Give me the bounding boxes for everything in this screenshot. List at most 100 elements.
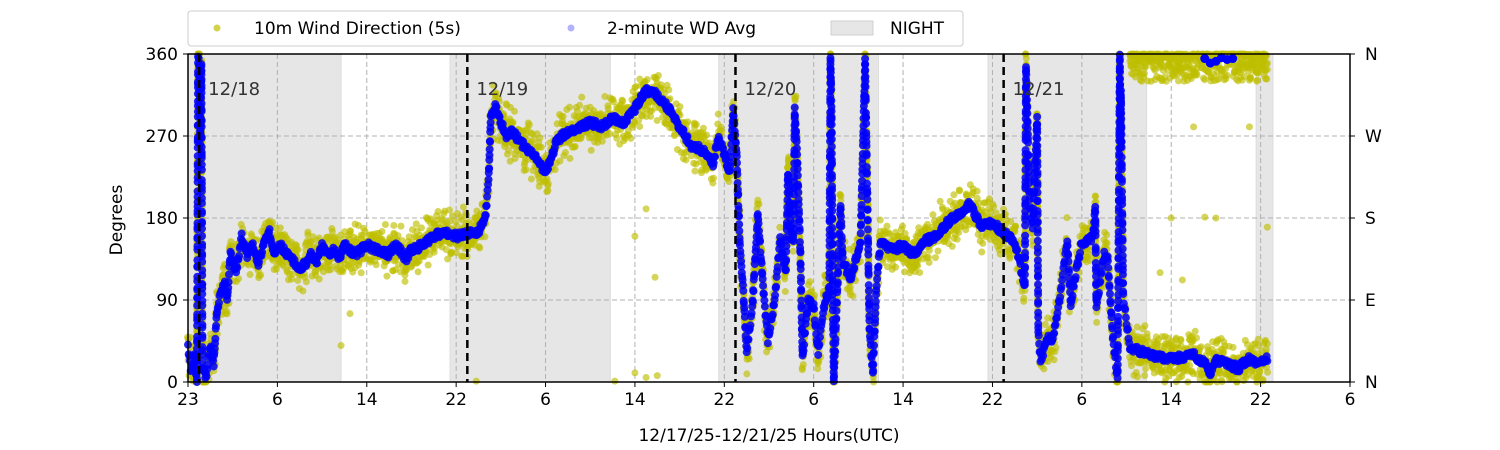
raw-point [692, 121, 700, 129]
raw-point [444, 255, 452, 263]
raw-point [899, 222, 907, 230]
raw-point [1103, 239, 1111, 247]
raw-point [544, 187, 552, 195]
raw-point [743, 370, 751, 378]
raw-point [699, 124, 707, 132]
raw-point [492, 89, 500, 97]
raw-point [257, 271, 265, 279]
raw-point [1142, 365, 1150, 373]
raw-point [627, 134, 635, 142]
raw-point [1191, 327, 1199, 335]
raw-point [390, 221, 398, 229]
raw-point [459, 203, 467, 211]
raw-point [610, 98, 618, 106]
raw-point [294, 276, 302, 284]
raw-point [397, 222, 405, 230]
raw-point [288, 270, 296, 278]
raw-point [246, 271, 254, 279]
raw-point [883, 222, 891, 230]
raw-point [647, 112, 655, 120]
raw-point [511, 155, 519, 163]
raw-point [799, 360, 807, 368]
raw-point [527, 175, 535, 183]
raw-point [979, 239, 987, 247]
raw-point [725, 178, 733, 186]
raw-point [604, 105, 612, 113]
raw-point [481, 233, 489, 241]
raw-point [948, 242, 956, 250]
raw-point [953, 235, 961, 243]
raw-point [294, 246, 302, 254]
raw-point [587, 146, 595, 154]
raw-point [561, 149, 569, 157]
raw-point [837, 192, 845, 200]
raw-point [601, 92, 609, 100]
raw-point [714, 110, 722, 118]
raw-point [452, 249, 460, 257]
raw-point [414, 268, 422, 276]
raw-point [302, 278, 310, 286]
raw-point [1197, 343, 1205, 351]
raw-point [445, 206, 453, 214]
raw-point [434, 207, 442, 215]
raw-point [417, 224, 425, 232]
raw-point [682, 156, 690, 164]
raw-point [566, 154, 574, 162]
raw-point [691, 167, 699, 175]
raw-point [781, 288, 789, 296]
raw-point [315, 275, 323, 283]
raw-point [328, 228, 336, 236]
raw-point [1141, 372, 1149, 380]
raw-point [559, 112, 567, 120]
raw-point [1085, 250, 1093, 258]
raw-point [1063, 214, 1071, 222]
raw-point [1193, 334, 1201, 342]
raw-point [653, 117, 661, 125]
raw-point [934, 247, 942, 255]
raw-point [372, 261, 380, 269]
raw-point [1022, 54, 1030, 62]
raw-point [931, 254, 939, 262]
raw-point [916, 269, 924, 277]
raw-point [1103, 231, 1111, 239]
raw-point [849, 292, 857, 300]
raw-point [892, 263, 900, 271]
raw-point [1229, 343, 1237, 351]
raw-point [654, 72, 662, 80]
grid-lines [188, 54, 1350, 382]
raw-point [687, 152, 695, 160]
raw-point [929, 211, 937, 219]
raw-point [1040, 365, 1048, 373]
raw-point [525, 121, 533, 129]
raw-point [755, 200, 763, 208]
raw-point [412, 220, 420, 228]
raw-point [676, 103, 684, 111]
raw-point [789, 247, 797, 255]
raw-point [510, 107, 518, 115]
raw-point [1263, 340, 1271, 348]
raw-point [643, 76, 651, 84]
raw-point [269, 218, 277, 226]
raw-point [619, 97, 627, 105]
raw-point [684, 118, 692, 126]
raw-point [1141, 322, 1149, 330]
raw-point [299, 287, 307, 295]
raw-point [925, 258, 933, 266]
raw-point [287, 275, 295, 283]
raw-point [1140, 69, 1148, 77]
raw-point [876, 216, 884, 224]
raw-point [814, 365, 822, 373]
raw-point [665, 86, 673, 94]
raw-point [537, 143, 545, 151]
raw-point [509, 118, 517, 126]
raw-point [1093, 318, 1101, 326]
raw-point [223, 310, 231, 318]
raw-point [1128, 362, 1136, 370]
raw-point [1254, 335, 1262, 343]
raw-point [978, 248, 986, 256]
raw-point [442, 246, 450, 254]
raw-point [476, 244, 484, 252]
raw-point [613, 134, 621, 142]
raw-point [272, 265, 280, 273]
raw-point [578, 93, 586, 101]
